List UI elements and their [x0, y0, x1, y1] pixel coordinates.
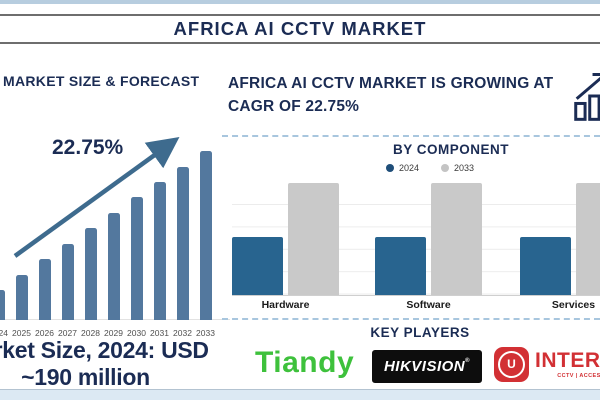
intervid-logo-texts: INTERVID CCTV | ACCESS CONTROL — [535, 350, 600, 379]
component-bar-2033 — [576, 183, 600, 295]
forecast-bar-chart: 22.75% — [0, 110, 230, 320]
cagr-annotation: 22.75% — [52, 136, 124, 159]
forecast-bar — [200, 151, 212, 320]
forecast-bar — [85, 228, 97, 320]
forecast-year-label: 2032 — [173, 328, 192, 338]
dashed-separator-bottom — [222, 318, 600, 320]
forecast-bar — [62, 244, 74, 320]
forecast-bar — [154, 182, 166, 320]
intervid-ring-icon: U — [498, 351, 525, 378]
component-legend: 2024 2033 — [222, 163, 600, 173]
component-bar-group — [232, 183, 339, 295]
registered-mark-icon: ® — [465, 358, 471, 364]
hikvision-logo-text: HIKVISION® — [383, 358, 471, 375]
legend-dot-icon — [441, 164, 449, 172]
forecast-xlabels: 2024 2025 2026 2027 2028 2029 2030 2031 2032 2033 — [0, 328, 217, 338]
legend-dot-icon — [385, 164, 394, 172]
forecast-year-label: 2029 — [104, 328, 123, 338]
forecast-year-label: 2030 — [127, 328, 146, 338]
forecast-year-label: 2025 — [12, 328, 31, 338]
title-bar: AFRICA AI CCTV MARKET — [0, 14, 600, 44]
forecast-bar — [108, 213, 120, 320]
forecast-bar — [16, 275, 28, 320]
component-category-label: Software — [406, 299, 451, 311]
market-size-footnote-line2: ~190 million — [21, 364, 150, 391]
intervid-tagline: CCTV | ACCESS CONTROL — [557, 373, 600, 379]
key-players-title: KEY PLAYERS — [370, 325, 470, 340]
legend-item: 2024 — [385, 163, 419, 173]
component-bar-chart — [232, 183, 600, 296]
component-bar-2024 — [375, 236, 426, 295]
intervid-logo: U INTERVID CCTV | ACCESS CONTROL — [494, 347, 600, 382]
legend-item: 2033 — [441, 163, 474, 173]
intervid-u-glyph: U — [507, 357, 516, 371]
component-category-label: Hardware — [261, 299, 310, 311]
forecast-year-label: 2024 — [0, 328, 8, 338]
component-bar-2024 — [520, 236, 571, 295]
top-edge-strip — [0, 0, 600, 4]
forecast-bar — [39, 259, 51, 320]
page-title: AFRICA AI CCTV MARKET — [173, 18, 427, 39]
forecast-bar — [177, 167, 189, 320]
forecast-section: MARKET SIZE & FORECAST 22.75% 2024202520… — [0, 60, 230, 390]
intervid-logo-text: INTERVID — [535, 349, 600, 372]
component-category-label: Services — [551, 299, 596, 311]
forecast-section-title: MARKET SIZE & FORECAST — [3, 73, 200, 89]
component-bar-group — [520, 183, 600, 295]
by-component-title: BY COMPONENT — [392, 142, 509, 157]
forecast-year-label: 2031 — [150, 328, 169, 338]
market-size-footnote-line1: Market Size, 2024: USD — [0, 337, 209, 363]
market-size-footnote: Market Size, 2024: USD ~190 million — [0, 337, 213, 391]
bottom-edge-strip — [0, 389, 600, 400]
component-bar-2033 — [288, 183, 339, 295]
intervid-badge-icon: U — [494, 347, 529, 382]
dashed-separator-top — [222, 135, 600, 137]
hikvision-logo: HIKVISION® — [372, 350, 482, 383]
forecast-year-label: 2033 — [196, 328, 215, 338]
forecast-bar — [0, 290, 5, 320]
component-labels: Hardware Software Services — [232, 299, 600, 313]
forecast-year-label: 2026 — [35, 328, 54, 338]
forecast-year-label: 2028 — [81, 328, 100, 338]
growth-headline: AFRICA AI CCTV MARKET IS GROWING AT CAGR… — [228, 75, 554, 115]
component-bar-2033 — [431, 183, 482, 295]
growth-chart-icon — [574, 73, 600, 121]
component-bar-group — [375, 183, 482, 295]
tiandy-logo: Tiandy — [255, 346, 355, 379]
legend-label: 2024 — [398, 163, 419, 173]
forecast-year-label: 2027 — [58, 328, 77, 338]
component-bar-2024 — [232, 236, 283, 295]
legend-label: 2033 — [454, 163, 475, 173]
forecast-bar — [131, 197, 143, 320]
